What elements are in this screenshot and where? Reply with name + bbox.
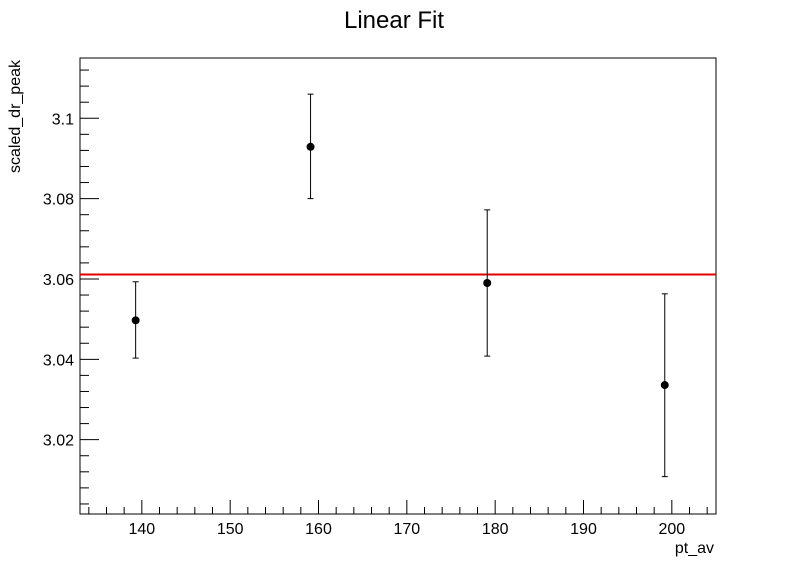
data-point-group (483, 209, 492, 357)
x-tick-label: 170 (393, 521, 420, 538)
y-axis: 3.02 3.04 3.06 3.08 3.1 (43, 69, 99, 505)
data-point (131, 316, 140, 325)
y-tick-label: 3.04 (43, 352, 74, 369)
x-tick-label: 200 (658, 521, 685, 538)
data-point-group (306, 93, 315, 200)
data-point (306, 142, 315, 151)
y-tick-label: 3.02 (43, 433, 74, 450)
y-tick-label: 3.1 (52, 111, 74, 128)
x-axis: 140 150 160 170 180 190 200 (88, 500, 708, 538)
data-point (660, 381, 669, 390)
y-tick-label: 3.08 (43, 192, 74, 209)
data-point-group (660, 293, 669, 478)
x-tick-label: 190 (570, 521, 597, 538)
data-point-group (131, 281, 140, 359)
x-tick-label: 150 (217, 521, 244, 538)
x-tick-label: 160 (305, 521, 332, 538)
x-tick-label: 180 (482, 521, 509, 538)
x-axis-label: pt_av (675, 540, 714, 557)
y-tick-label: 3.06 (43, 272, 74, 289)
chart-title: Linear Fit (344, 7, 444, 34)
points-layer (131, 93, 669, 478)
x-tick-label: 140 (128, 521, 155, 538)
y-axis-label: scaled_dr_peak (7, 59, 24, 173)
plot-frame (79, 57, 717, 515)
data-point (483, 278, 492, 287)
